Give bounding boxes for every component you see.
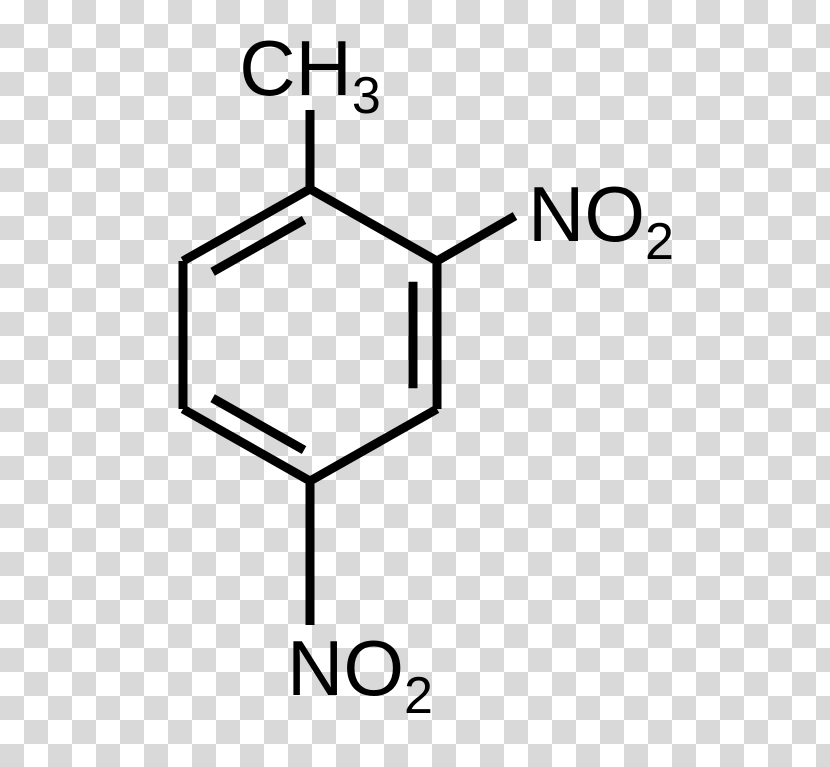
labels-layer: CH3 NO2 NO2 — [239, 24, 674, 725]
bonds-layer — [183, 110, 515, 625]
label-no2-para: NO2 — [287, 624, 433, 725]
label-no2-ortho: NO2 — [528, 170, 674, 271]
label-ch3: CH3 — [239, 24, 381, 125]
molecule-diagram: CH3 NO2 NO2 — [0, 0, 830, 767]
